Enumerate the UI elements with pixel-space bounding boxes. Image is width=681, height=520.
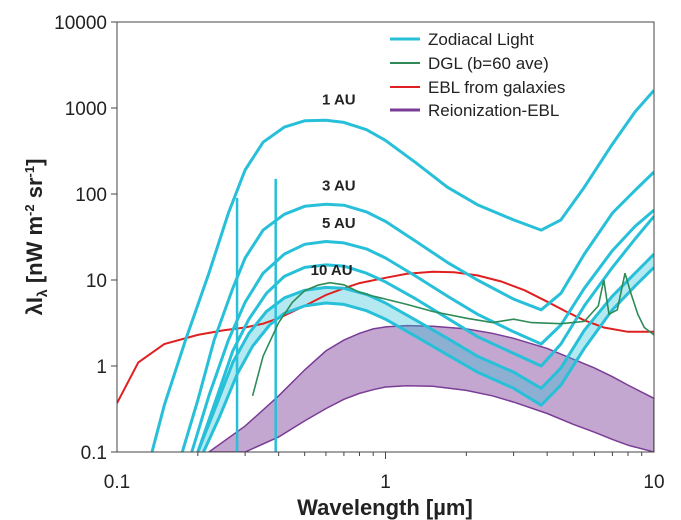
- curve-label-3-au: 3 AU: [322, 177, 356, 194]
- legend-label-ebl: EBL from galaxies: [428, 78, 565, 97]
- x-tick-label: 0.1: [104, 472, 130, 493]
- zodiacal-curve-4: [196, 215, 654, 452]
- y-axis-title-units: [nW m: [22, 216, 47, 289]
- zodiacal-curve-6: [202, 266, 654, 452]
- y-axis-title: λIλ [nW m-2 sr-1]: [22, 159, 50, 316]
- zodiacal-curve-3: [190, 208, 654, 452]
- curve-label-1-au: 1 AU: [322, 91, 356, 108]
- dgl-line: [251, 272, 654, 397]
- legend-label-zodiacal: Zodiacal Light: [428, 30, 534, 49]
- y-tick-label: 10: [86, 271, 107, 292]
- y-axis-title-subscript: λ: [34, 289, 50, 297]
- x-axis-title: Wavelength [µm]: [297, 495, 473, 520]
- y-axis-title-exp2: -1: [22, 166, 37, 178]
- y-tick-label: 1: [96, 357, 107, 378]
- reionization-ebl-band: [207, 324, 654, 452]
- zodiacal-curve-1: [150, 89, 654, 452]
- y-axis-title-sr: sr: [22, 177, 47, 204]
- curve-label-5-au: 5 AU: [322, 215, 356, 232]
- y-axis-title-exp1: -2: [22, 204, 37, 216]
- x-tick-label: 1: [380, 472, 391, 493]
- y-tick-label: 100: [75, 185, 107, 206]
- axis-layer: 1 AU 3 AU 5 AU 10 AU 0.1 1 10 0.1 1 10 100 1000 1000…: [54, 13, 664, 493]
- zodiacal-curve-5: [196, 253, 654, 452]
- y-tick-label: 10000: [54, 13, 107, 34]
- y-tick-label: 0.1: [81, 443, 107, 464]
- x-tick-label: 10: [643, 472, 664, 493]
- legend-label-reionization: Reionization-EBL: [428, 101, 559, 120]
- legend-label-dgl: DGL (b=60 ave): [428, 54, 549, 73]
- zodiacal-curve-2: [180, 170, 654, 452]
- curve-label-10-au: 10 AU: [311, 262, 353, 279]
- legend: Zodiacal Light DGL (b=60 ave) EBL from g…: [390, 30, 565, 120]
- y-axis-title-close: ]: [22, 159, 47, 166]
- ebl-galaxies-line: [117, 270, 654, 404]
- y-axis-title-symbol: λI: [22, 297, 47, 315]
- plot-layer: [117, 89, 654, 452]
- y-tick-label: 1000: [65, 99, 107, 120]
